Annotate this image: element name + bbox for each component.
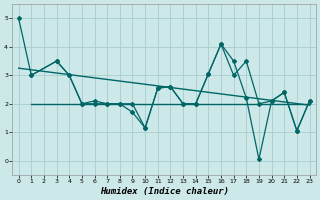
- X-axis label: Humidex (Indice chaleur): Humidex (Indice chaleur): [100, 187, 228, 196]
